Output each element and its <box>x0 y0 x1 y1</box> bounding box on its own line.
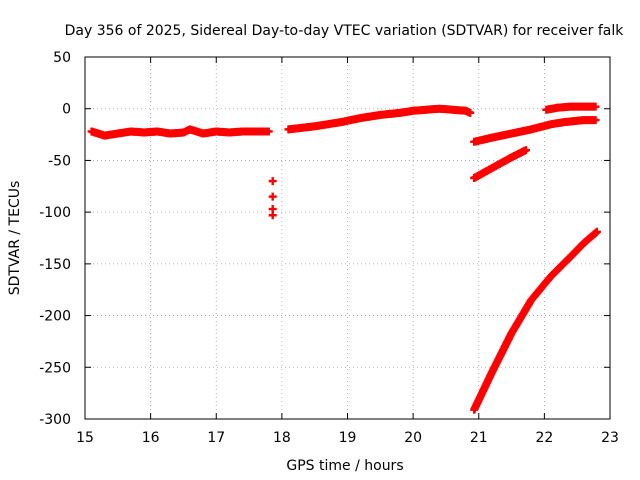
y-tick-label: -150 <box>39 257 71 273</box>
data-series <box>87 125 273 140</box>
y-tick-label: 0 <box>62 102 71 118</box>
y-tick-label: -300 <box>39 412 71 428</box>
x-tick-label: 16 <box>142 430 160 446</box>
y-axis-label: SDTVAR / TECUs <box>7 181 23 296</box>
x-tick-label: 20 <box>404 430 422 446</box>
y-tick-label: -250 <box>39 360 71 376</box>
data-point <box>592 227 601 236</box>
chart-title: Day 356 of 2025, Sidereal Day-to-day VTE… <box>65 23 625 39</box>
y-tick-label: 50 <box>53 50 71 66</box>
x-tick-label: 19 <box>339 430 357 446</box>
grid-layer <box>85 57 610 419</box>
x-tick-label: 17 <box>207 430 225 446</box>
data-point <box>268 211 277 220</box>
data-point <box>591 102 600 111</box>
data-point <box>466 108 475 117</box>
data-point <box>522 146 530 155</box>
data-series <box>470 146 530 183</box>
y-tick-label: -100 <box>39 205 71 221</box>
data-point <box>264 127 273 136</box>
x-tick-label: 18 <box>273 430 291 446</box>
y-tick-label: -200 <box>39 309 71 325</box>
data-series <box>470 116 600 146</box>
data-series <box>470 227 601 414</box>
data-point <box>268 177 277 186</box>
x-tick-label: 22 <box>535 430 553 446</box>
x-axis-label: GPS time / hours <box>286 458 403 474</box>
data-point <box>268 192 277 201</box>
data-layer <box>87 102 601 414</box>
x-tick-label: 23 <box>601 430 619 446</box>
tick-layer: 15 16 17 18 19 20 21 22 23 50 0 -50 -100 -150 -200 -250… <box>39 50 619 446</box>
data-series <box>268 177 277 220</box>
data-series <box>542 102 600 114</box>
x-tick-label: 21 <box>470 430 488 446</box>
data-point <box>591 116 600 125</box>
y-tick-label: -50 <box>48 153 71 169</box>
data-series <box>284 104 475 134</box>
x-tick-label: 15 <box>76 430 94 446</box>
